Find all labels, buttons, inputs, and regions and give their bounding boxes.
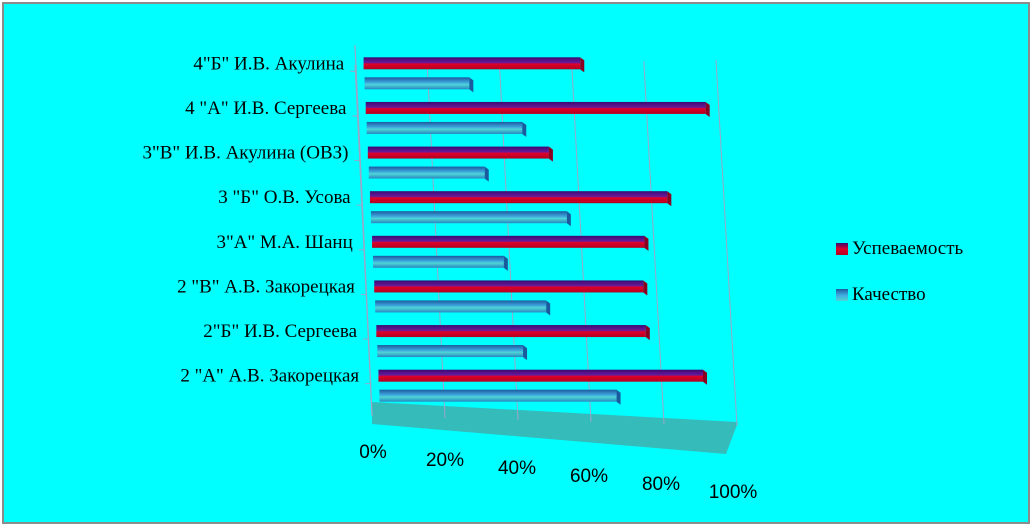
gridline — [643, 60, 665, 425]
bar-kachestvo — [377, 345, 524, 358]
bar-uspevaemost — [363, 57, 581, 70]
category-label: 2"Б" И.В. Сергеева — [203, 321, 357, 342]
bar-kachestvo — [373, 255, 504, 268]
bar-kachestvo — [368, 166, 485, 179]
bar-end-cap — [643, 280, 648, 296]
legend-label-kachestvo: Качество — [852, 284, 926, 305]
category-label: 3"А" М.А. Шанц — [216, 232, 352, 253]
bar-end-cap — [702, 369, 707, 385]
plot-area: 2 "А" А.В. Закорецкая 2"Б" И.В. Сергеева 2… — [143, 44, 758, 503]
category-label: 3"В" И.В. Акулина (ОВЗ) — [143, 143, 349, 164]
bar-end-cap — [469, 77, 474, 93]
bar-kachestvo — [370, 211, 567, 224]
legend-swatch-uspevaemost — [836, 243, 848, 255]
bar-kachestvo — [366, 121, 523, 134]
category-label: 2 "А" А.В. Закорецкая — [180, 366, 359, 387]
bar-end-cap — [667, 191, 672, 207]
category-label: 4 "А" И.В. Сергеева — [185, 98, 347, 119]
x-tick-label: 20% — [426, 450, 464, 471]
x-tick-label: 100% — [709, 482, 758, 503]
bar-end-cap — [644, 235, 649, 251]
bar-end-cap — [548, 146, 553, 162]
bar-end-cap — [566, 211, 571, 227]
legend-label-uspevaemost: Успеваемость — [852, 238, 964, 259]
x-tick-label: 60% — [570, 466, 608, 487]
x-tick-label: 80% — [642, 474, 680, 495]
bar-end-cap — [522, 121, 527, 137]
bar-uspevaemost — [372, 235, 645, 248]
category-label: 3 "Б" О.В. Усова — [218, 187, 351, 208]
bar-end-cap — [645, 325, 650, 341]
bar-uspevaemost — [378, 369, 703, 382]
bar-end-cap — [503, 255, 508, 271]
gridline — [715, 59, 738, 427]
chart-floor — [372, 402, 738, 454]
bar-uspevaemost — [367, 146, 549, 159]
legend-swatch-kachestvo — [836, 289, 848, 301]
bar-uspevaemost — [376, 325, 646, 338]
bar-uspevaemost — [374, 280, 644, 293]
bar-kachestvo — [364, 77, 470, 90]
x-tick-label: 40% — [498, 458, 536, 479]
category-label: 2 "В" А.В. Закорецкая — [177, 276, 355, 297]
bar-end-cap — [523, 345, 528, 361]
bar-end-cap — [705, 101, 710, 117]
bar-end-cap — [484, 166, 489, 182]
bar-kachestvo — [379, 389, 617, 402]
y-axis-line — [354, 44, 373, 415]
bar-uspevaemost — [365, 101, 706, 114]
bar-end-cap — [546, 300, 551, 316]
bar-end-cap — [616, 389, 621, 405]
bar-end-cap — [580, 57, 585, 73]
bar-uspevaemost — [369, 191, 668, 204]
x-tick-label: 0% — [359, 442, 387, 463]
legend: Успеваемость Качество — [836, 238, 964, 305]
bar-kachestvo — [375, 300, 547, 313]
category-label: 4"Б" И.В. Акулина — [193, 53, 344, 74]
